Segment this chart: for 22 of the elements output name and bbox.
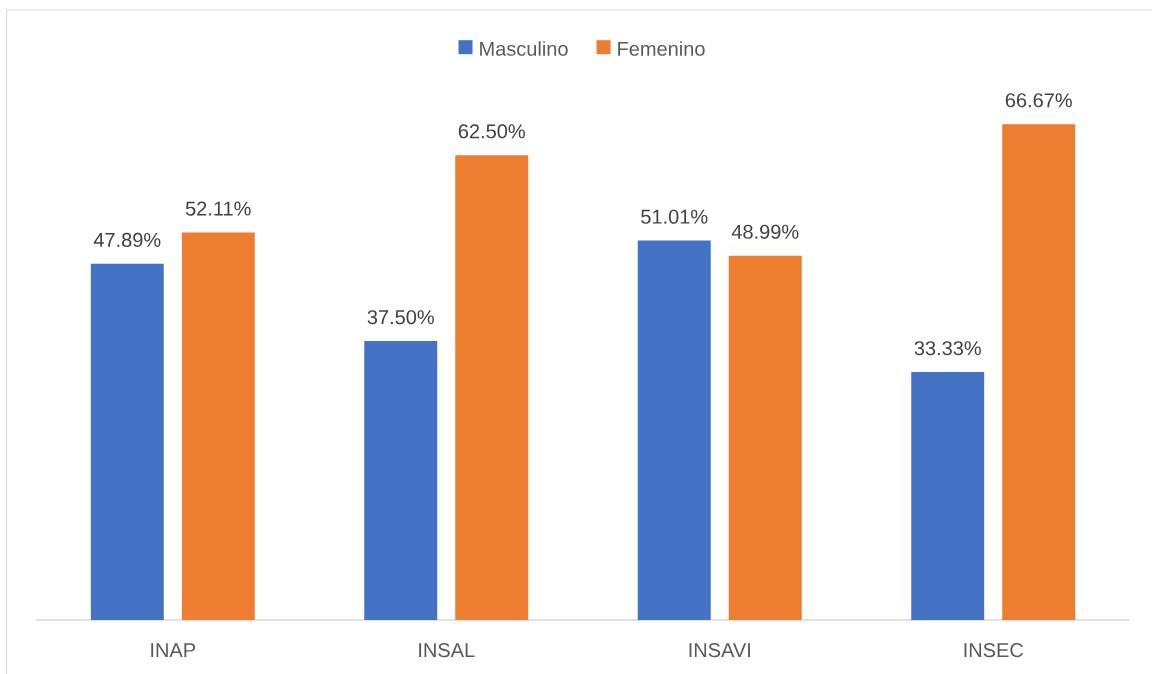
x-tick-label: INSAVI — [689, 643, 750, 658]
bar — [911, 372, 985, 620]
bar — [455, 155, 529, 620]
bar — [1002, 124, 1076, 620]
legend-label: Femenino — [618, 41, 705, 56]
x-tick-label: INSEC — [964, 643, 1024, 658]
x-tick-label: INSAL — [419, 643, 475, 658]
bar — [728, 255, 802, 620]
x-tick-label: INAP — [151, 643, 196, 657]
bar — [90, 263, 164, 620]
data-label: 33.33% — [914, 341, 981, 356]
data-label: 62.50% — [458, 124, 525, 139]
data-label: 52.11% — [185, 201, 251, 216]
bar — [637, 240, 711, 620]
data-label: 66.67% — [1005, 93, 1072, 108]
data-label: 37.50% — [367, 310, 434, 325]
data-label: 47.89% — [93, 232, 161, 248]
legend-label: Masculino — [480, 41, 568, 56]
bar — [364, 341, 438, 620]
data-label: 48.99% — [731, 224, 799, 239]
data-label: 51.01% — [641, 209, 708, 224]
bar — [181, 232, 255, 620]
